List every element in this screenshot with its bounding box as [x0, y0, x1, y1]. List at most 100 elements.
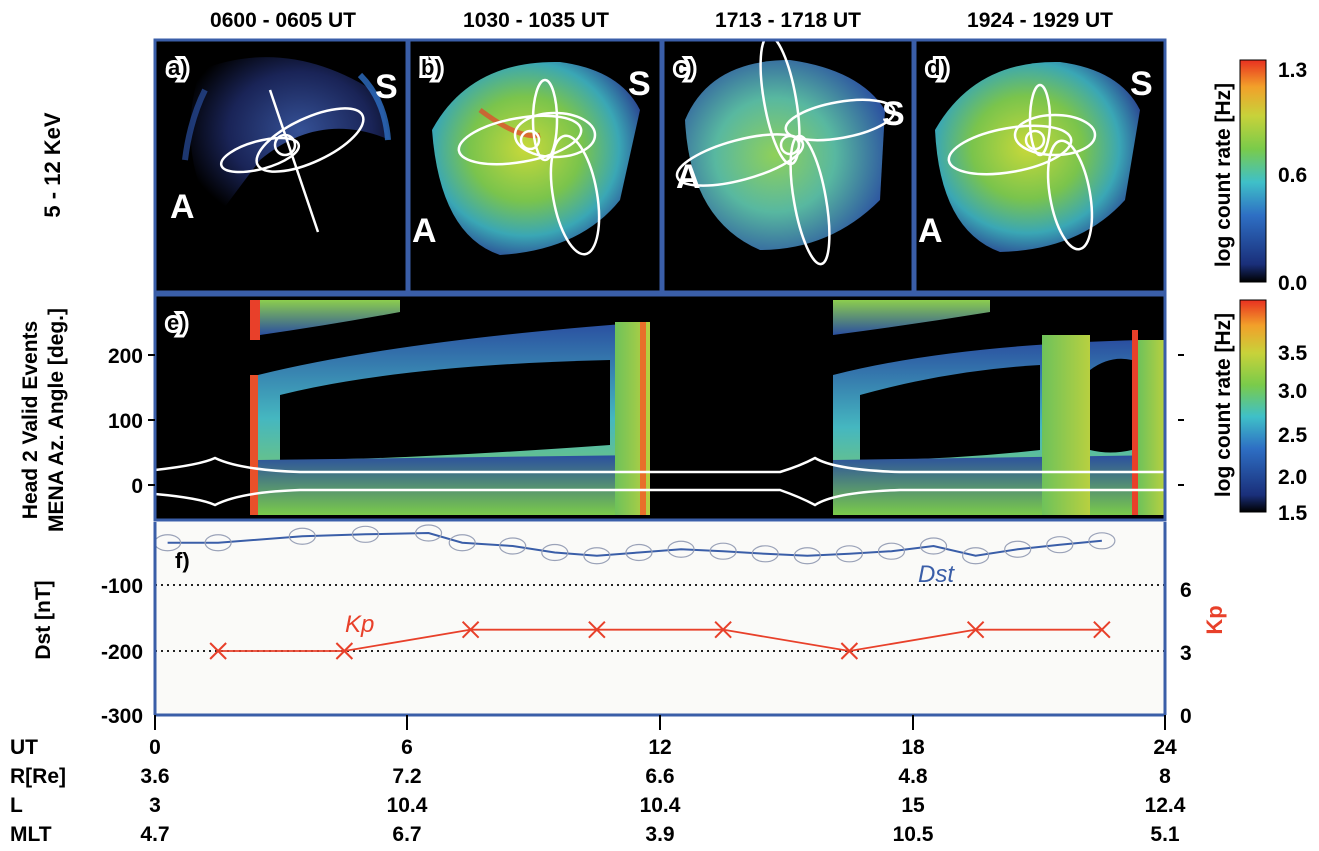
- kp-point: [461, 620, 480, 639]
- axis-a-a: A: [170, 188, 195, 226]
- colorbar-bottom-tick-3-0: 3.0: [1278, 380, 1307, 403]
- axis-s-c: S: [882, 95, 905, 133]
- dst-ytick-minus-300: -300: [101, 705, 143, 728]
- dst-point: [1088, 532, 1116, 550]
- colorbar-bottom-tick-2-0: 2.0: [1278, 466, 1307, 489]
- kp-ytick-0: 0: [1180, 705, 1192, 728]
- image-panel-b: b) S A: [407, 38, 663, 294]
- panel-letter-a: a): [168, 55, 188, 80]
- panel-e-ytick-0: 0: [131, 475, 143, 498]
- panel-letter-e: e): [167, 310, 187, 335]
- dst-line: [167, 531, 1102, 557]
- l-18: 15: [901, 794, 925, 817]
- kp-ylabel: Kp: [1202, 605, 1227, 634]
- dst-point: [414, 524, 443, 542]
- r-0: 3.6: [140, 765, 169, 788]
- image-panel-c: c) S A: [661, 34, 915, 294]
- panel-e: e): [153, 293, 1167, 522]
- orbit-overlay-d: [947, 83, 1097, 251]
- dst-point: [1046, 536, 1074, 554]
- dst-point: [751, 545, 779, 563]
- mlt-24: 5.1: [1150, 823, 1180, 846]
- dst-point: [793, 547, 821, 565]
- kp-series: [209, 620, 1111, 660]
- colorbar-top-tick-low: 0.0: [1278, 272, 1307, 295]
- image-panel-d: d) S A: [913, 38, 1167, 294]
- panel-f: f) Dst Kp: [153, 522, 1167, 717]
- r-24: 8: [1159, 765, 1171, 788]
- kp-ytick-6: 6: [1180, 579, 1192, 602]
- time-label-b: 1030 - 1035 UT: [463, 9, 609, 32]
- energy-label: 5 - 12 KeV: [40, 112, 65, 217]
- colorbar-top-label: log count rate [Hz]: [1212, 83, 1235, 267]
- kp-point: [335, 642, 354, 660]
- kp-point: [588, 620, 606, 639]
- colorbar-bottom-tick-2-5: 2.5: [1278, 424, 1308, 447]
- mlt-0: 4.7: [140, 823, 169, 846]
- row-label-l: L: [10, 794, 23, 817]
- dst-point: [962, 547, 990, 565]
- dst-point: [288, 527, 316, 545]
- panel-e-ytick-200: 200: [108, 345, 143, 368]
- dst-point: [583, 547, 611, 565]
- dst-point: [835, 545, 863, 563]
- panel-letter-b: b): [421, 55, 442, 80]
- axis-a-c: A: [676, 158, 701, 196]
- time-label-d: 1924 - 1929 UT: [967, 9, 1113, 32]
- dst-ytick-minus-100: -100: [101, 575, 143, 598]
- mlt-18: 10.5: [893, 823, 934, 846]
- ut-6: 6: [401, 736, 413, 759]
- axis-s-d: S: [1130, 65, 1153, 103]
- orbit-overlay-b: [457, 78, 601, 256]
- dst-series-label: Dst: [918, 561, 955, 588]
- dst-point: [541, 543, 569, 562]
- kp-point: [966, 620, 985, 639]
- r-12: 6.6: [645, 765, 674, 788]
- kp-point: [209, 642, 227, 660]
- row-label-ut: UT: [10, 736, 38, 759]
- orbit-overlay-a: [219, 89, 365, 233]
- panel-e-yaxis: 200 100 0 Head 2 Valid Events MENA Az. A…: [19, 308, 1184, 532]
- panel-e-ytick-100: 100: [108, 410, 143, 433]
- x-ticks: [154, 715, 1166, 730]
- dst-point: [709, 542, 737, 560]
- panel-times: 0600 - 0605 UT 1030 - 1035 UT 1713 - 171…: [210, 9, 1113, 32]
- dst-point: [499, 537, 527, 555]
- panel-letter-c: c): [675, 55, 695, 80]
- axis-s-b: S: [628, 65, 651, 103]
- colorbar-bottom-tick-3-5: 3.5: [1278, 342, 1308, 365]
- colorbar-bottom-label: log count rate [Hz]: [1212, 313, 1235, 497]
- ut-0: 0: [149, 736, 161, 759]
- panel-e-ylabel-2: MENA Az. Angle [deg.]: [45, 308, 68, 532]
- dst-point: [448, 534, 476, 552]
- dst-point: [919, 537, 948, 555]
- dst-series: [154, 524, 1116, 565]
- kp-point: [714, 620, 732, 639]
- row-label-mlt: MLT: [10, 823, 52, 846]
- kp-ytick-3: 3: [1180, 642, 1192, 665]
- ut-18: 18: [901, 736, 925, 759]
- r-18: 4.8: [898, 765, 928, 788]
- ut-24: 24: [1153, 736, 1177, 759]
- panel-e-ylabel-1: Head 2 Valid Events: [19, 321, 42, 519]
- dst-point: [877, 542, 906, 560]
- time-label-a: 0600 - 0605 UT: [210, 9, 356, 32]
- image-panel-a: a) S A: [153, 38, 409, 294]
- l-0: 3: [149, 794, 161, 817]
- bottom-table: UT 0 6 12 18 24 R[Re] 3.6 7.2 6.6 4.8 8 …: [10, 736, 1186, 846]
- colorbar-top-tick-mid: 0.6: [1278, 164, 1307, 187]
- colorbar-top-tick-high: 1.3: [1278, 59, 1307, 82]
- dst-point: [1004, 540, 1032, 558]
- panel-letter-f: f): [175, 548, 190, 573]
- panel-f-yaxis-left: -100 -200 -300 Dst [nT]: [32, 575, 143, 728]
- dst-point: [667, 540, 695, 558]
- axis-a-d: A: [918, 212, 943, 250]
- colorbar-top: 1.3 0.6 0.0 log count rate [Hz]: [1212, 59, 1307, 295]
- panel-f-yaxis-right: 6 3 0 Kp: [1180, 579, 1227, 728]
- l-12: 10.4: [640, 794, 681, 817]
- time-label-c: 1713 - 1718 UT: [715, 9, 861, 32]
- l-24: 12.4: [1145, 794, 1186, 817]
- dst-point: [204, 534, 232, 552]
- colorbar-bottom-tick-1-5: 1.5: [1278, 502, 1308, 525]
